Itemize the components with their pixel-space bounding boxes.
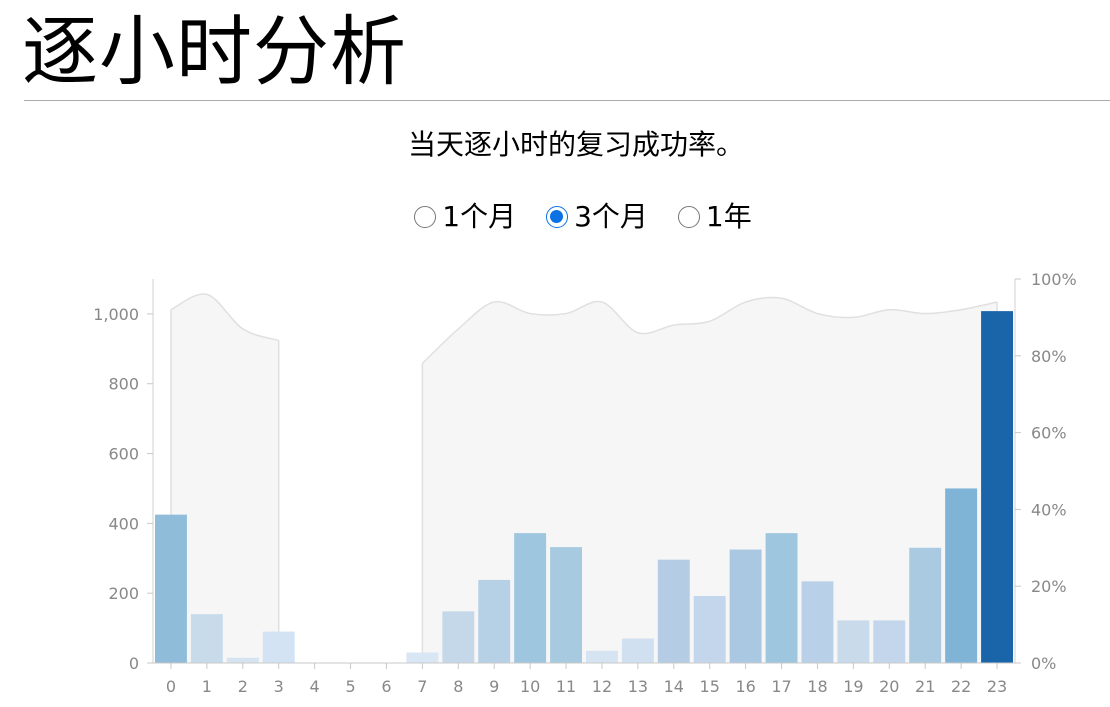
bar-hour-18 bbox=[801, 581, 834, 663]
x-tick-label: 20 bbox=[879, 677, 899, 696]
x-tick-label: 22 bbox=[951, 677, 971, 696]
x-tick-label: 9 bbox=[489, 677, 499, 696]
x-tick-label: 13 bbox=[628, 677, 648, 696]
left-tick-label: 200 bbox=[108, 584, 139, 603]
x-tick-label: 12 bbox=[592, 677, 612, 696]
bar-hour-1 bbox=[190, 614, 223, 663]
bar-hour-12 bbox=[586, 650, 618, 663]
bar-hour-15 bbox=[693, 595, 726, 663]
bar-hour-14 bbox=[657, 559, 690, 663]
range-option-3-months[interactable]: 3个月 bbox=[546, 197, 648, 237]
bar-hour-7 bbox=[406, 652, 439, 663]
left-tick-label: 800 bbox=[108, 375, 139, 394]
left-tick-label: 1,000 bbox=[93, 305, 139, 324]
left-tick-label: 600 bbox=[108, 445, 139, 464]
right-tick-label: 60% bbox=[1031, 424, 1067, 443]
bar-hour-8 bbox=[442, 611, 475, 663]
bar-hour-22 bbox=[945, 488, 978, 663]
x-tick-label: 7 bbox=[417, 677, 427, 696]
x-tick-label: 1 bbox=[202, 677, 212, 696]
bar-hour-0 bbox=[155, 514, 187, 663]
x-tick-label: 16 bbox=[735, 677, 755, 696]
bar-hour-2 bbox=[226, 657, 259, 663]
bar-hour-11 bbox=[550, 547, 582, 663]
x-tick-label: 17 bbox=[771, 677, 791, 696]
range-label-1-month: 1个月 bbox=[442, 200, 517, 233]
x-tick-label: 19 bbox=[843, 677, 863, 696]
x-tick-label: 6 bbox=[381, 677, 391, 696]
success-rate-line bbox=[170, 293, 279, 342]
range-option-1-year[interactable]: 1年 bbox=[677, 197, 752, 237]
range-option-1-month[interactable]: 1个月 bbox=[414, 197, 516, 237]
x-tick-label: 8 bbox=[453, 677, 463, 696]
chart-description: 当天逐小时的复习成功率。 bbox=[407, 128, 744, 161]
page-title: 逐小时分析 bbox=[22, 7, 407, 96]
range-label-3-months: 3个月 bbox=[574, 200, 648, 233]
radio-1-year[interactable] bbox=[677, 206, 700, 228]
bar-hour-10 bbox=[514, 533, 547, 663]
x-tick-label: 18 bbox=[807, 677, 827, 696]
x-tick-label: 11 bbox=[556, 677, 576, 696]
range-selector: 1个月 3个月 1年 bbox=[0, 197, 1110, 237]
bar-hour-21 bbox=[909, 547, 942, 663]
right-tick-label: 40% bbox=[1031, 500, 1067, 519]
left-tick-label: 400 bbox=[108, 514, 139, 533]
bar-hour-3 bbox=[262, 631, 295, 663]
success-rate-line bbox=[421, 296, 998, 365]
bar-hour-20 bbox=[873, 620, 906, 663]
left-tick-label: 0 bbox=[129, 654, 139, 673]
right-tick-label: 0% bbox=[1031, 654, 1056, 673]
x-tick-label: 4 bbox=[310, 677, 320, 696]
right-tick-label: 80% bbox=[1031, 347, 1067, 366]
x-tick-label: 14 bbox=[664, 677, 684, 696]
bar-hour-16 bbox=[729, 549, 762, 663]
bar-hour-13 bbox=[621, 638, 654, 663]
x-tick-label: 5 bbox=[345, 677, 355, 696]
x-tick-label: 21 bbox=[915, 677, 935, 696]
range-label-1-year: 1年 bbox=[705, 200, 752, 233]
title-divider bbox=[24, 100, 1110, 101]
x-tick-label: 15 bbox=[700, 677, 720, 696]
bar-hour-9 bbox=[478, 579, 511, 663]
x-tick-label: 0 bbox=[166, 677, 176, 696]
bar-hour-19 bbox=[837, 620, 870, 663]
bar-hour-23 bbox=[981, 311, 1013, 663]
bar-hour-17 bbox=[765, 533, 798, 663]
x-tick-label: 10 bbox=[520, 677, 540, 696]
x-tick-label: 23 bbox=[987, 677, 1007, 696]
right-tick-label: 20% bbox=[1031, 577, 1067, 596]
radio-1-month[interactable] bbox=[414, 206, 437, 228]
right-tick-label: 100% bbox=[1031, 270, 1077, 289]
success-rate-area bbox=[170, 293, 279, 663]
x-tick-label: 3 bbox=[274, 677, 284, 696]
radio-3-months[interactable] bbox=[546, 206, 569, 228]
x-tick-label: 2 bbox=[238, 677, 248, 696]
